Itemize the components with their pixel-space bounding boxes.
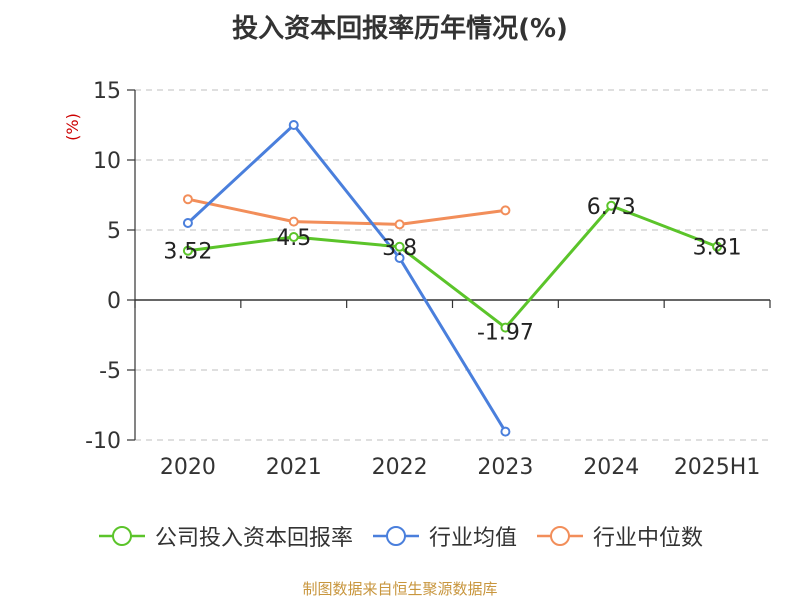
y-axis-label: (%) (63, 113, 82, 141)
source-note: 制图数据来自恒生聚源数据库 (302, 580, 498, 598)
legend-marker-icon (372, 526, 419, 546)
legend-item-company[interactable]: 公司投入资本回报率 (97, 520, 353, 552)
data-label: -1.97 (477, 321, 534, 346)
chart-legend: 公司投入资本回报率 行业均值 行业中位数 (0, 520, 800, 552)
x-tick-label: 2021 (266, 455, 322, 480)
data-label: 3.52 (163, 240, 212, 265)
y-tick-label: 10 (93, 149, 121, 174)
data-label: 3.8 (382, 236, 417, 261)
chart-title: 投入资本回报率历年情况(%) (232, 14, 568, 44)
data-label: 6.73 (587, 195, 636, 220)
data-point (182, 218, 193, 228)
x-tick-label: 2024 (583, 455, 639, 480)
y-tick-label: -10 (85, 429, 121, 454)
data-point (606, 200, 617, 211)
data-label: 3.81 (693, 236, 742, 261)
legend-marker-icon (98, 526, 145, 546)
x-tick-label: 2025H1 (674, 455, 761, 480)
x-tick-label: 2023 (477, 455, 533, 480)
data-point (712, 241, 723, 252)
data-point (182, 194, 193, 205)
legend-label: 行业均值 (428, 526, 517, 551)
y-tick-label: 5 (107, 219, 121, 244)
legend-marker-icon (537, 526, 583, 546)
x-tick-label: 2022 (372, 455, 428, 480)
y-tick-label: 0 (107, 289, 121, 314)
series-line (187, 204, 718, 330)
data-point (288, 216, 299, 227)
legend-label: 公司投入资本回报率 (154, 526, 353, 551)
y-tick-label: -5 (99, 359, 121, 384)
data-point (288, 232, 299, 242)
x-tick-label: 2020 (160, 455, 216, 480)
legend-label: 行业中位数 (593, 526, 704, 551)
data-point (182, 245, 193, 256)
data-point (500, 322, 511, 333)
data-point (288, 120, 299, 130)
series-line (186, 123, 507, 433)
data-point (394, 253, 405, 263)
data-point (394, 241, 405, 252)
legend-item-industry-mean[interactable]: 行业均值 (371, 520, 517, 552)
data-label: 4.5 (276, 226, 311, 251)
data-point (500, 205, 511, 216)
data-point (394, 219, 405, 230)
y-tick-label: 15 (93, 79, 121, 104)
data-point (500, 426, 511, 437)
series-line (187, 197, 506, 226)
legend-item-industry-median[interactable]: 行业中位数 (535, 520, 703, 552)
